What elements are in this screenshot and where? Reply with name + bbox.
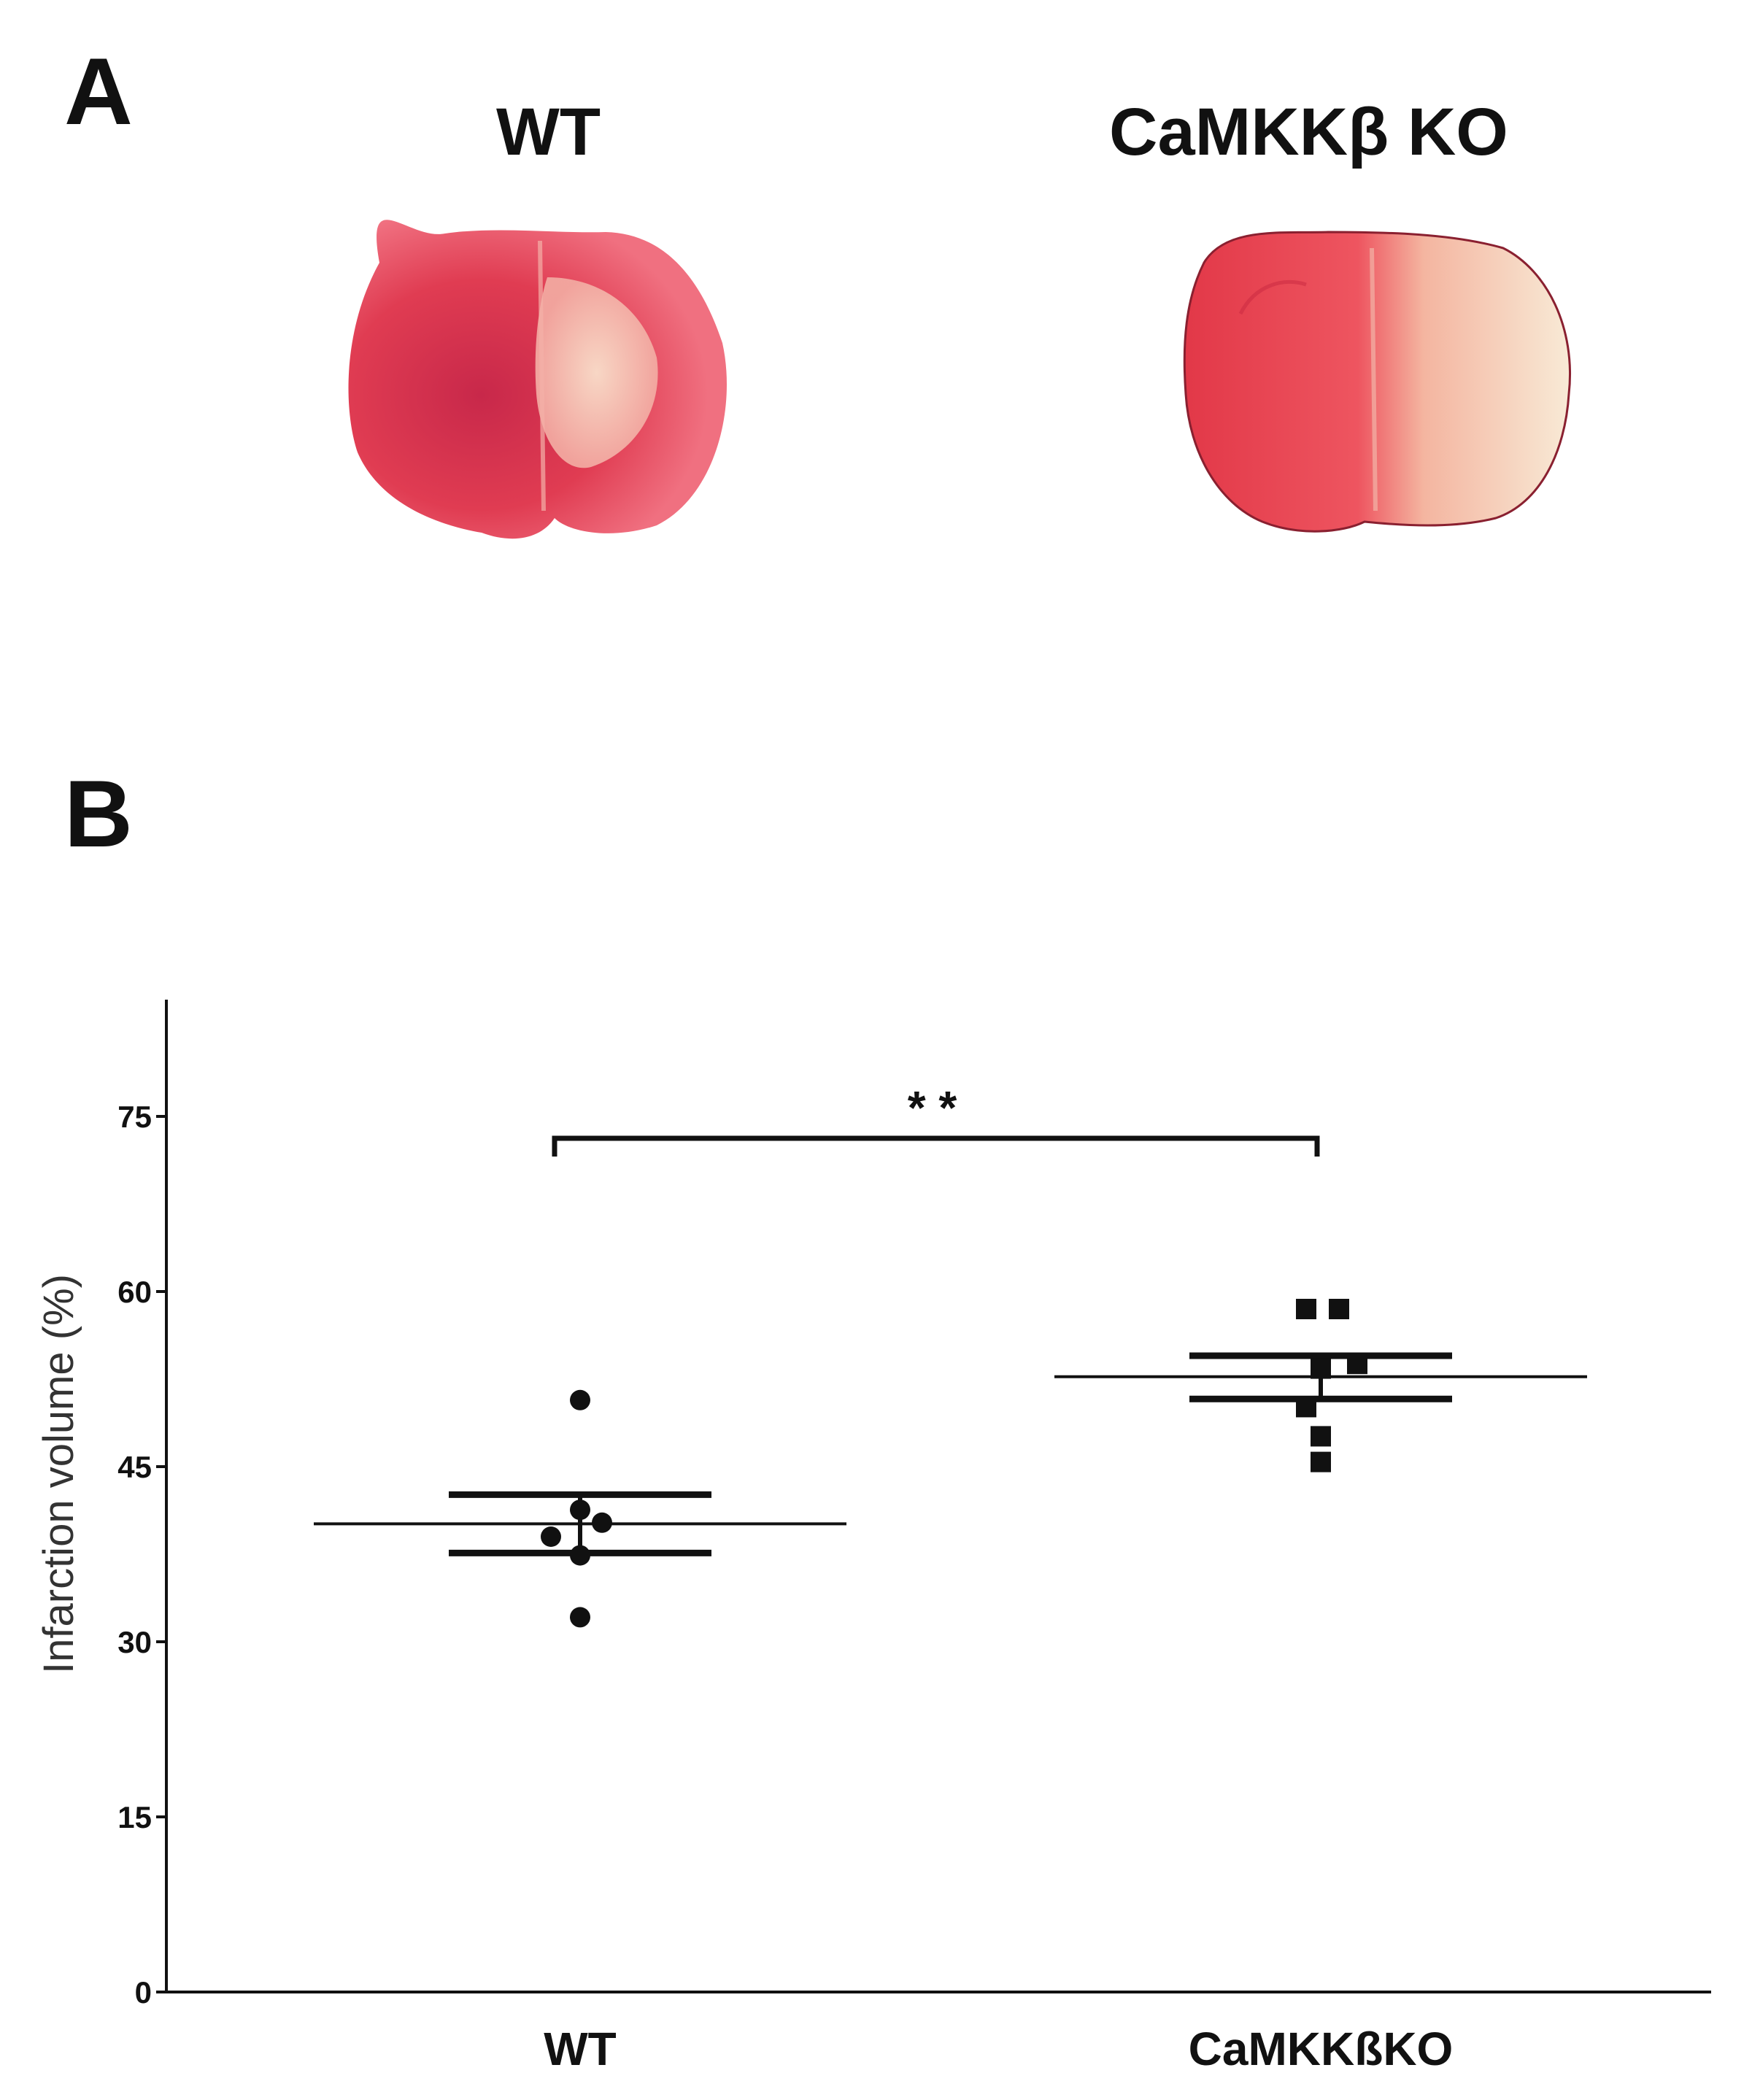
data-point-1-5: [1311, 1426, 1331, 1447]
ko-photo-label: CaMKKβ KO: [1109, 95, 1508, 169]
data-point-0-0: [570, 1389, 590, 1410]
y-tick-label-30: 30: [117, 1625, 152, 1659]
y-tick-label-75: 75: [117, 1100, 152, 1134]
panel-b-letter: B: [64, 760, 133, 867]
significance-label: * *: [908, 1081, 957, 1134]
significance-bracket: [552, 1135, 1320, 1157]
wt-photo-label: WT: [496, 95, 601, 169]
data-point-0-2: [592, 1512, 612, 1533]
data-point-1-3: [1311, 1358, 1331, 1379]
data-point-0-3: [541, 1526, 561, 1547]
data-point-0-4: [570, 1545, 590, 1566]
brain-section-photos: [348, 220, 1571, 539]
y-tick-label-15: 15: [117, 1800, 152, 1834]
data-point-1-6: [1311, 1451, 1331, 1472]
data-point-0-5: [570, 1607, 590, 1628]
data-point-1-4: [1296, 1397, 1316, 1418]
data-point-1-2: [1347, 1354, 1367, 1375]
data-point-1-0: [1296, 1299, 1316, 1319]
x-category-label-1: CaMKKßKO: [1189, 2023, 1454, 2075]
wt-brain-image: [348, 220, 727, 539]
x-category-label-0: WT: [544, 2023, 617, 2075]
y-tick-label-45: 45: [117, 1450, 152, 1484]
y-tick-label-0: 0: [135, 1975, 152, 2010]
y-axis-title: Infarction volume (%): [35, 1274, 82, 1674]
infarction-volume-chart: 0 15 30 45 60 75 Infarction volume (%) WT CaMKKß…: [35, 1000, 1711, 2075]
y-tick-label-60: 60: [117, 1275, 152, 1309]
panel-a-letter: A: [64, 38, 133, 144]
data-point-1-1: [1329, 1299, 1349, 1319]
data-point-0-1: [570, 1499, 590, 1521]
ko-brain-image: [1183, 231, 1571, 533]
